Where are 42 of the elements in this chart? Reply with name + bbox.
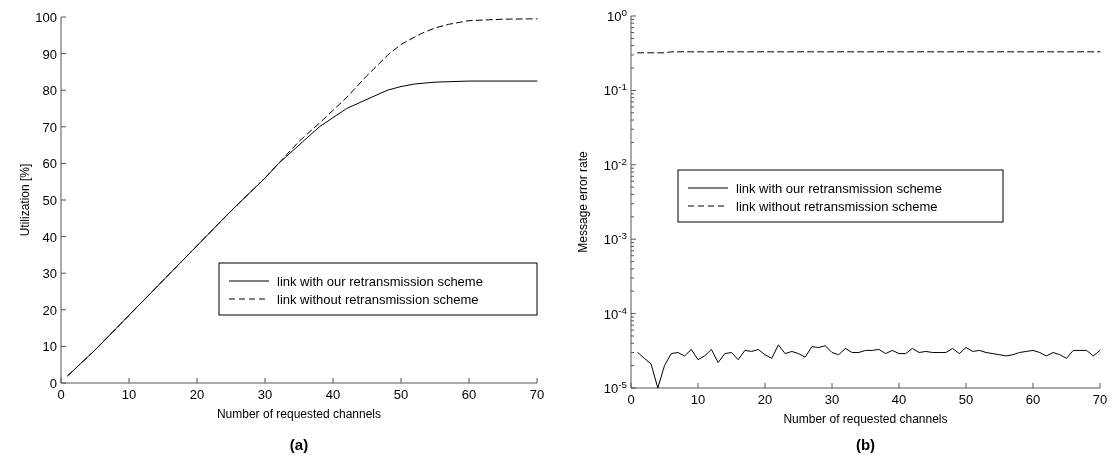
x-axis-title: Number of requested channels	[783, 412, 948, 426]
y-tick-label: 10$^{0}$	[607, 6, 628, 24]
y-tick-label: 20	[42, 302, 57, 318]
legend-label: link with our retransmission scheme	[736, 181, 942, 196]
y-tick-label: 10$^{-4}$	[603, 304, 628, 322]
y-tick-label: 70	[42, 119, 57, 135]
y-tick-label: 10$^{-2}$	[603, 155, 627, 173]
x-tick-label: 40	[325, 387, 341, 402]
y-tick-label: 60	[42, 156, 57, 172]
y-tick-label: 10$^{-1}$	[603, 80, 627, 99]
x-tick-label: 20	[757, 392, 773, 407]
text: (a)	[289, 436, 309, 453]
y-tick-label: 80	[42, 83, 57, 99]
x-tick-label: 40	[891, 392, 907, 407]
y-tick-label: 100	[35, 10, 57, 25]
y-axis-title: Utilization [%]	[18, 163, 32, 237]
y-tick-label: 50	[42, 193, 57, 208]
y-tick-label: 0	[49, 376, 57, 391]
x-tick-label: 10	[690, 392, 706, 407]
x-tick-label: 30	[824, 392, 840, 407]
legend-label: link without retransmission scheme	[277, 292, 479, 307]
y-tick-label: 10$^{-3}$	[603, 229, 627, 248]
x-axis-title: Number of requested channels	[216, 407, 382, 421]
y-tick-label: 90	[42, 46, 57, 62]
x-tick-label: 70	[529, 387, 545, 402]
x-tick-label: 20	[189, 387, 205, 402]
x-tick-label: 50	[393, 387, 409, 402]
y-axis-title: Message error rate	[576, 150, 590, 253]
y-tick-label: 10$^{-5}$	[603, 378, 628, 396]
line-series	[637, 344, 1101, 389]
x-tick-label: 70	[1092, 392, 1108, 407]
text: (b)	[855, 436, 876, 453]
x-tick-label: 60	[461, 387, 477, 402]
y-tick-label: 10	[42, 339, 57, 355]
x-tick-label: 10	[121, 387, 137, 402]
x-tick-label: 50	[958, 392, 974, 407]
x-tick-label: 60	[1025, 392, 1041, 407]
y-tick-label: 40	[42, 229, 57, 245]
legend-label: link without retransmission scheme	[736, 199, 938, 214]
y-tick-label: 30	[42, 266, 57, 282]
x-tick-label: 30	[257, 387, 273, 402]
legend-label: link with our retransmission scheme	[277, 274, 483, 289]
